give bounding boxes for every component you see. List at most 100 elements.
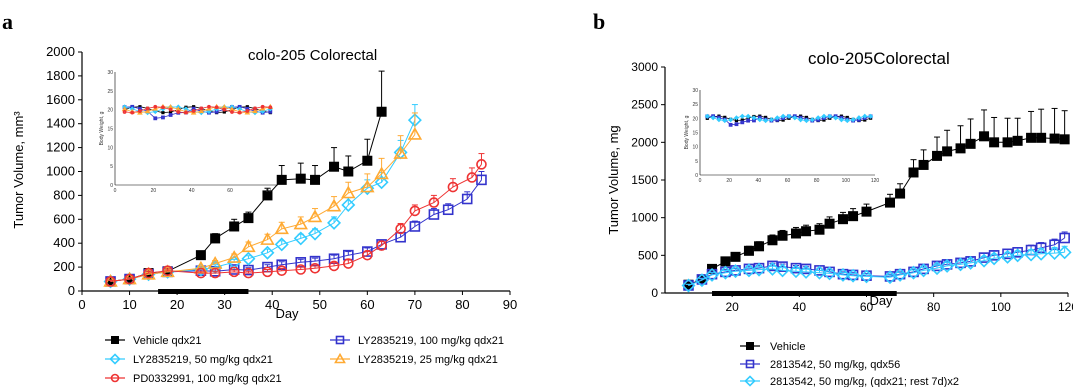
chart-b-point <box>790 262 802 274</box>
inset-b-point <box>809 117 815 123</box>
chart-a-point <box>360 179 375 193</box>
inset-b-point <box>838 117 845 123</box>
inset-b-point <box>862 113 868 119</box>
chart-a-plot: 0 10 20 30 40 50 60 70 80 90020040060080010001200… <box>46 44 517 312</box>
chart-b-point <box>777 230 788 241</box>
chart-b-inset: 0 20 40 60 80 100 120 0 5 10 15 20 25 30 Body Weight, … <box>684 88 879 184</box>
chart-b-point <box>940 258 955 273</box>
chart-a-point <box>105 276 116 287</box>
chart-b-point <box>955 143 966 154</box>
chart-b-point <box>1059 134 1070 145</box>
legend-b-item-1: 2813542, 50 mg/kg, qdx56 <box>740 359 900 371</box>
chart-b-y-tick-label: 1500 <box>631 173 658 187</box>
inset-a-point <box>152 105 159 111</box>
chart-a-point <box>124 273 135 285</box>
chart-b-point <box>799 264 814 279</box>
legend-a-1-marker <box>335 335 345 345</box>
inset-a-point <box>245 109 250 113</box>
inset-a-x-tick-label: 80 <box>266 188 272 194</box>
chart-a-inset: 0 20 40 60 80 0 5 10 15 20 25 30 Body Weight, g <box>99 70 278 194</box>
inset-b-y-tick-label: 0 <box>695 173 698 179</box>
chart-a-point <box>362 155 373 166</box>
inset-b-x-tick-label: 120 <box>871 178 880 184</box>
chart-b-point <box>1010 248 1025 263</box>
chart-b-point <box>1012 247 1023 258</box>
chart-b-point <box>848 211 859 222</box>
inset-a-point <box>184 110 188 115</box>
legend-a-item-2: LY2835219, 50 mg/kg qdx21 <box>105 353 273 366</box>
chart-b-point <box>1024 247 1039 262</box>
inset-a-point <box>252 108 258 114</box>
inset-a-point <box>130 110 135 115</box>
chart-a-x-tick-label: 40 <box>265 297 279 312</box>
chart-a-point <box>310 174 321 185</box>
chart-b-y-tick-label: 500 <box>638 248 658 262</box>
chart-a-x-tick-label: 90 <box>503 297 517 312</box>
legend-b-label-1: 2813542, 50 mg/kg, qdx56 <box>770 359 900 371</box>
chart-b-y-tick-label: 0 <box>651 286 658 300</box>
chart-b-point <box>743 245 754 256</box>
inset-a-y-tick-label: 0 <box>110 183 113 189</box>
inset-a-point <box>198 108 205 114</box>
chart-b-point <box>987 251 1002 266</box>
chart-b-point <box>822 266 837 281</box>
chart-a-point <box>360 181 375 196</box>
panel-letter-b: b <box>593 9 605 34</box>
legend-a-4-marker <box>110 373 120 383</box>
inset-a-point <box>122 110 127 114</box>
chart-a-point <box>409 205 421 217</box>
inset-b-point <box>856 115 862 121</box>
chart-a-x-tick-label: 0 <box>78 297 85 312</box>
inset-a-point <box>144 108 151 114</box>
chart-a-point <box>260 232 275 245</box>
chart-b-point <box>846 268 861 283</box>
inset-a-x-tick-label: 0 <box>114 188 117 194</box>
chart-b-point <box>963 255 978 270</box>
chart-a-y-tick-label: 1800 <box>46 68 75 83</box>
inset-a-y-tick-label: 15 <box>107 127 113 133</box>
chart-a-x-tick-label: 10 <box>122 297 136 312</box>
chart-b-point <box>1026 132 1037 143</box>
chart-b-x-tick-label: 40 <box>793 300 807 314</box>
chart-b-xlabel: Day <box>869 293 893 308</box>
inset-a-point <box>207 104 211 109</box>
chart-a-series-4 <box>105 153 487 287</box>
inset-a-point <box>253 106 257 111</box>
inset-b-point <box>803 118 810 124</box>
chart-b-x-tick-label: 100 <box>991 300 1011 314</box>
inset-a-y-tick-label: 30 <box>107 70 113 76</box>
chart-b-point <box>893 267 908 282</box>
chart-b-plot: 20406080100120050010001500200025003000 <box>631 60 1073 314</box>
inset-b-point <box>728 117 734 123</box>
legend-a-item-4: PD0332991, 100 mg/kg qdx21 <box>105 373 282 385</box>
inset-b-point <box>833 115 839 121</box>
chart-b-point <box>812 265 827 280</box>
inset-a-ylabel: Body Weight, g <box>99 111 105 145</box>
chart-a-point <box>162 265 173 276</box>
chart-a-point <box>276 174 287 185</box>
chart-b-point <box>788 264 803 279</box>
inset-b-x-tick-label: 20 <box>726 178 732 184</box>
chart-b-point <box>681 278 696 293</box>
chart-b-series-2 <box>681 245 1072 293</box>
chart-b-series-2-line <box>688 251 1065 286</box>
chart-a-point <box>362 249 373 261</box>
inset-a-point <box>138 109 142 113</box>
inset-b-point <box>763 118 769 124</box>
chart-b-point <box>1059 232 1070 244</box>
inset-a-point <box>161 111 165 115</box>
chart-a-point <box>274 221 289 235</box>
chart-a-point <box>326 198 342 212</box>
chart-b-point <box>861 206 872 217</box>
chart-a-point <box>476 159 487 170</box>
chart-b-point <box>1034 246 1049 261</box>
inset-b-x-tick-label: 80 <box>814 178 820 184</box>
chart-b-series-0 <box>683 107 1070 290</box>
chart-b-point <box>800 263 812 275</box>
inset-b-point <box>733 115 740 121</box>
chart-a-x-tick-label: 80 <box>455 297 469 312</box>
legend-a-label-2: LY2835219, 50 mg/kg qdx21 <box>133 354 273 366</box>
inset-b-point <box>704 113 710 119</box>
inset-a-point <box>168 113 173 117</box>
chart-a-series-1-line <box>110 179 482 282</box>
